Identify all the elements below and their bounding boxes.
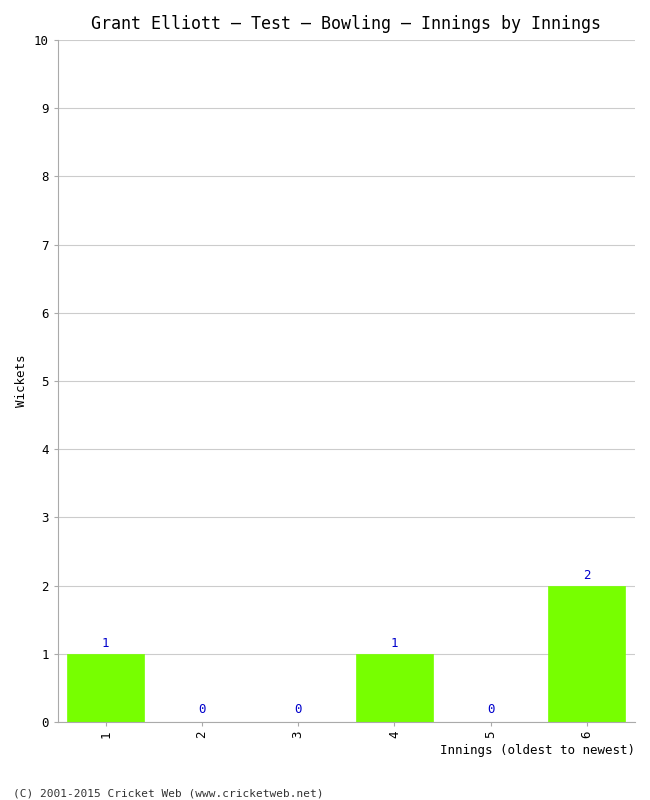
Y-axis label: Wickets: Wickets	[15, 354, 28, 407]
Text: 0: 0	[294, 703, 302, 717]
Text: 1: 1	[102, 638, 109, 650]
Text: (C) 2001-2015 Cricket Web (www.cricketweb.net): (C) 2001-2015 Cricket Web (www.cricketwe…	[13, 788, 324, 798]
Bar	[67, 654, 144, 722]
Bar	[356, 654, 433, 722]
X-axis label: Innings (oldest to newest): Innings (oldest to newest)	[440, 744, 635, 757]
Title: Grant Elliott – Test – Bowling – Innings by Innings: Grant Elliott – Test – Bowling – Innings…	[91, 15, 601, 33]
Text: 0: 0	[487, 703, 495, 717]
Text: 1: 1	[391, 638, 398, 650]
Text: 0: 0	[198, 703, 205, 717]
Bar	[549, 586, 625, 722]
Text: 2: 2	[583, 569, 591, 582]
